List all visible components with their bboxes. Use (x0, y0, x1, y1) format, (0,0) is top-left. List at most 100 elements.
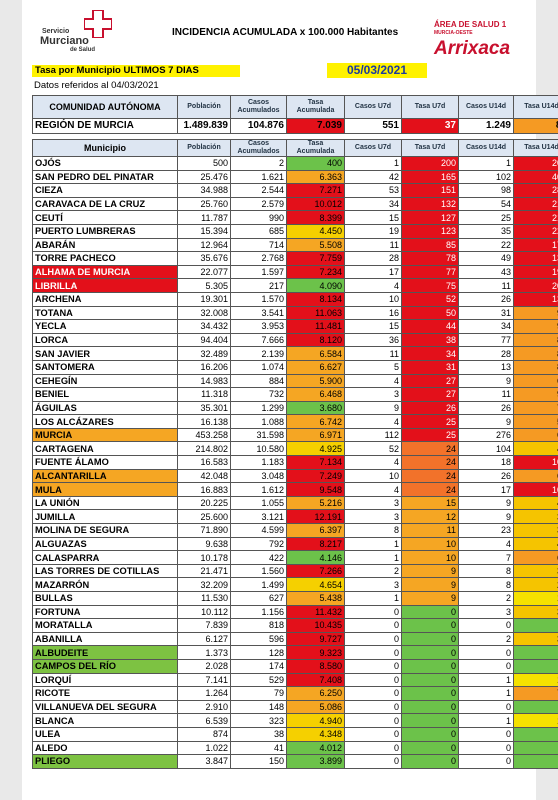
cell: 11 (344, 346, 402, 361)
cell: 26 (458, 291, 514, 307)
cell: Casos Acumulados (230, 95, 287, 119)
cell: 0 (344, 699, 402, 715)
cell: 31.598 (230, 427, 287, 443)
cell: Casos U7d (344, 139, 402, 157)
cell: 52 (344, 441, 402, 457)
row: LAS TORRES DE COTILLAS 21.471 1.560 7.266 2 9… (32, 563, 558, 579)
cell: 1.022 (177, 740, 231, 756)
date: 05/03/2021 (327, 63, 427, 78)
cell: 7.266 (286, 563, 345, 579)
cell: 60 (513, 373, 558, 389)
cell: 19.301 (177, 291, 231, 307)
cell: 0 (401, 713, 459, 728)
cell: 0 (513, 726, 558, 742)
cell: 4.012 (286, 740, 345, 756)
cell: 6.627 (286, 359, 345, 375)
cell: PLIEGO (32, 754, 178, 769)
cell: 1.373 (177, 645, 231, 660)
cell: 2 (458, 591, 514, 606)
cell: 35.676 (177, 251, 231, 266)
cell: 15.394 (177, 223, 231, 239)
cell: 12 (401, 509, 459, 525)
cell: 9 (458, 373, 514, 389)
cell: 35 (513, 509, 558, 525)
cell: ULEA (32, 726, 178, 742)
cell: 31 (401, 359, 459, 375)
cell: 874 (177, 726, 231, 742)
cell: 9.727 (286, 631, 345, 647)
cell: 1.088 (230, 414, 287, 429)
cell: 8 (344, 523, 402, 538)
cell: MULA (32, 482, 178, 497)
cell: 25 (513, 577, 558, 592)
cell: 792 (230, 536, 287, 552)
cell: 818 (230, 618, 287, 633)
cell: 0 (458, 699, 514, 715)
cell: 135 (513, 291, 558, 307)
cell: 422 (230, 550, 287, 565)
cell: 4.654 (286, 577, 345, 592)
cell: 104 (458, 441, 514, 457)
cell: 62 (513, 468, 558, 484)
cell: 44 (401, 319, 459, 334)
cell: 123 (401, 223, 459, 239)
cell: 7.134 (286, 455, 345, 470)
cell: 500 (177, 156, 231, 171)
cell: 77 (401, 264, 459, 280)
cell: 7.141 (177, 672, 231, 688)
cell: 16.583 (177, 455, 231, 470)
cell: ALEDO (32, 740, 178, 756)
cell: 10 (401, 536, 459, 552)
cell: Tasa U14d (513, 139, 558, 157)
cell: 38 (401, 332, 459, 348)
cell: 80 (513, 359, 558, 375)
cell: 26 (401, 400, 459, 416)
cell: 11.481 (286, 319, 345, 334)
row: SAN PEDRO DEL PINATAR 25.476 1.621 6.363 42 1… (32, 169, 558, 185)
cell: 400 (513, 169, 558, 185)
cell: 7.408 (286, 672, 345, 688)
cell: 27 (401, 387, 459, 402)
cell: 3 (344, 577, 402, 592)
cell: 24 (401, 482, 459, 497)
cell: 217 (230, 278, 287, 293)
cell: 8.134 (286, 291, 345, 307)
cell: 0 (344, 726, 402, 742)
cell: 9 (401, 563, 459, 579)
cell: 8 (458, 577, 514, 592)
cell: 127 (401, 210, 459, 225)
cell: 6.742 (286, 414, 345, 429)
cell: 71.890 (177, 523, 231, 538)
cell: 1.074 (230, 359, 287, 375)
cell: 0 (401, 645, 459, 660)
cell: 4.348 (286, 726, 345, 742)
cell: 33 (513, 631, 558, 647)
cell: 0 (513, 645, 558, 660)
cell: CEHEGÍN (32, 373, 178, 389)
cell: 8.217 (286, 536, 345, 552)
cell: 151 (401, 183, 459, 198)
cell: Municipio (32, 139, 178, 157)
cell: 102 (458, 169, 514, 185)
cell: 1 (458, 713, 514, 728)
cell: 4.450 (286, 223, 345, 239)
cell: 2 (344, 563, 402, 579)
cell: 98 (458, 183, 514, 198)
cell: 25 (401, 414, 459, 429)
cell: 0 (344, 658, 402, 674)
cell: FUENTE ÁLAMO (32, 455, 178, 470)
cell: 148 (230, 699, 287, 715)
cell: 20.225 (177, 495, 231, 511)
cell: LORCA (32, 332, 178, 348)
cell: 11 (401, 523, 459, 538)
region-table: COMUNIDAD AUTÓNOMA Población Casos Acumula… (32, 95, 558, 134)
cell: 10.178 (177, 550, 231, 565)
cell: 15 (513, 713, 558, 728)
